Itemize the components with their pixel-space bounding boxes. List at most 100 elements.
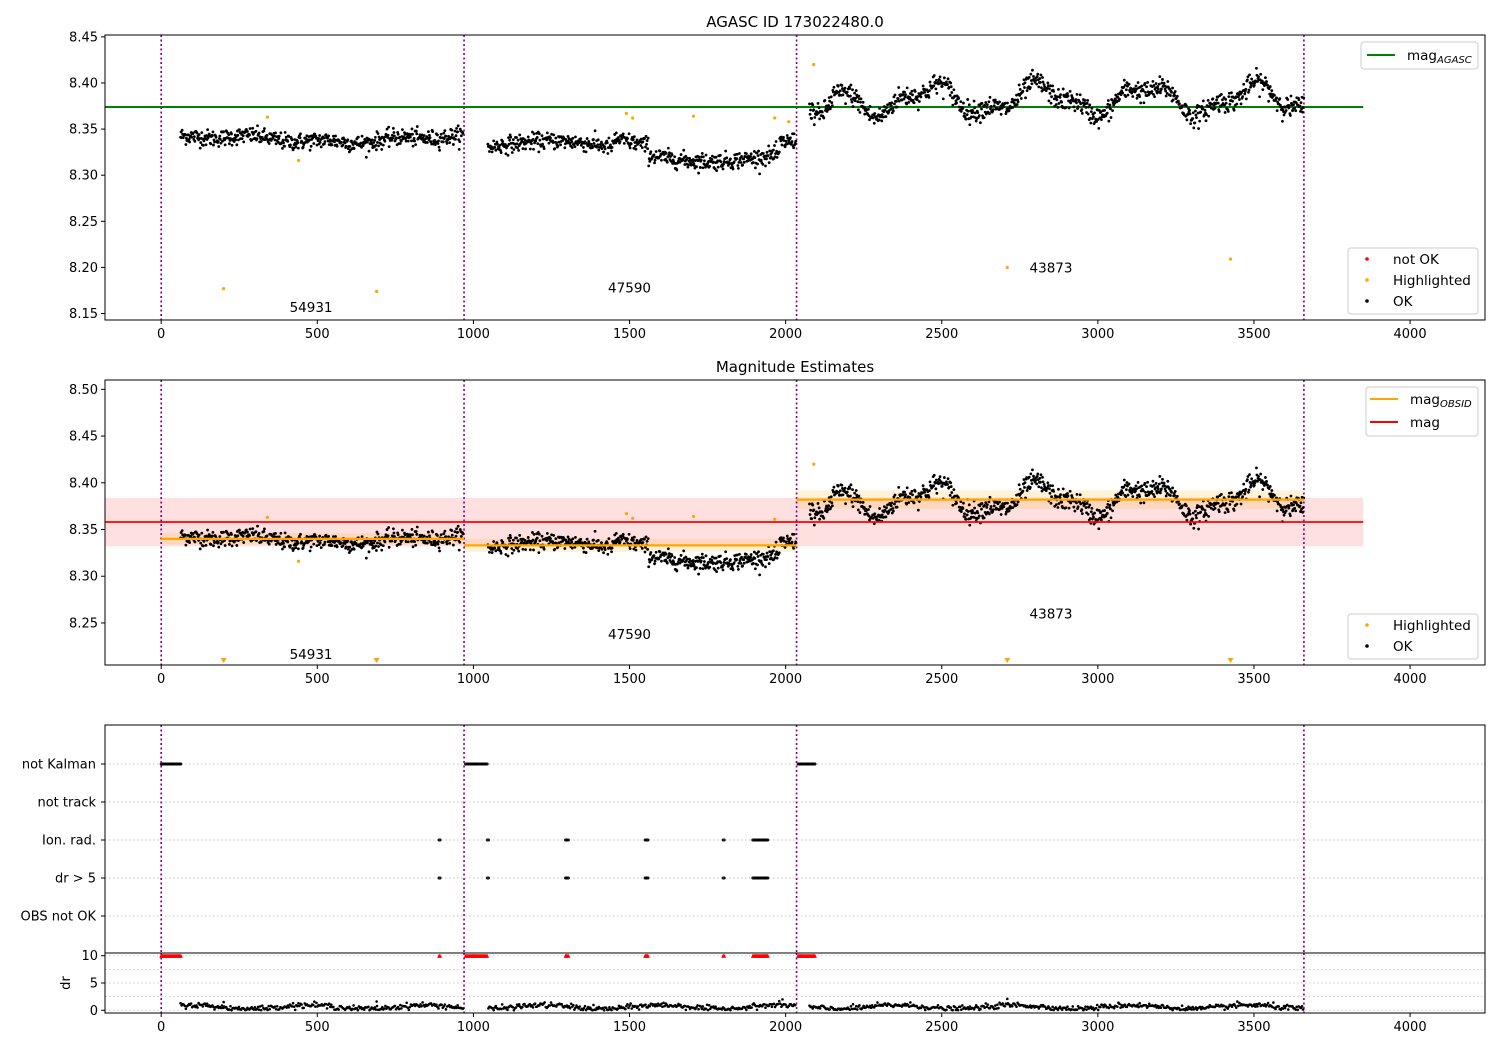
- estimates-ok-point-1258: [884, 515, 888, 519]
- estimates-ok-point-1620: [1076, 505, 1080, 509]
- agasc-ok-point-1110: [792, 132, 796, 136]
- agasc-ok-point-1779: [1161, 78, 1164, 81]
- estimates-ok-point-1897: [1223, 511, 1227, 515]
- estimates-ok-point-1886: [1217, 510, 1221, 514]
- estimates-ok-point-1689: [1113, 501, 1117, 505]
- agasc-ok-point-692: [570, 146, 574, 149]
- agasc-ok-point-131: [248, 127, 252, 130]
- estimates-ok-point-1707: [1122, 478, 1126, 482]
- estimates-ok-point-1328: [921, 484, 925, 488]
- agasc-ok-point-2021: [1289, 94, 1293, 98]
- estimates-ok-point-693: [571, 537, 575, 541]
- dr-point-468: [700, 1007, 704, 1011]
- estimates-y-tick-label-4: 8.45: [69, 430, 98, 445]
- agasc-ok-point-1677: [1106, 99, 1110, 102]
- estimates-ok-point-1706: [1122, 485, 1126, 489]
- agasc-ok-point-1878: [1213, 106, 1217, 110]
- estimates-ok-point-465: [425, 541, 429, 545]
- estimates-ok-point-1746: [1143, 481, 1147, 485]
- estimates-ok-point-629: [537, 551, 541, 555]
- agasc-ok-point-860: [660, 158, 663, 162]
- estimates-ok-point-1670: [1103, 509, 1107, 512]
- dr-point-90: [274, 1008, 278, 1011]
- estimates-ok-point-977: [722, 563, 725, 567]
- agasc-ok-point-1395: [957, 96, 961, 100]
- agasc-ok-point-398: [390, 138, 394, 142]
- estimates-ok-point-60: [211, 534, 214, 538]
- agasc-ok-point-1518: [1022, 78, 1026, 82]
- agasc-ok-point-665: [556, 144, 560, 148]
- estimates-ok-point-325: [351, 543, 355, 547]
- estimates-ok-point-2030: [1294, 509, 1298, 513]
- agasc-ok-point-1279: [895, 105, 899, 109]
- agasc-ok-point-1962: [1258, 95, 1262, 99]
- estimates-ok-point-812: [634, 548, 638, 552]
- agasc-ok-point-747: [600, 140, 603, 144]
- estimates-ok-point-1454: [988, 495, 992, 499]
- dr-point-398: [626, 1002, 629, 1006]
- estimates-ok-point-1413: [966, 510, 970, 513]
- estimates-ok-point-799: [627, 532, 631, 536]
- estimates-highlighted-point-0: [265, 515, 269, 519]
- estimates-ok-point-1244: [877, 513, 880, 517]
- agasc-ok-point-571: [506, 153, 510, 157]
- agasc-ok-point-1947: [1250, 77, 1254, 81]
- agasc-ok-point-1074: [773, 155, 777, 159]
- agasc-ok-point-904: [683, 163, 687, 166]
- agasc-ok-point-1569: [1049, 101, 1053, 105]
- agasc-ok-point-824: [640, 146, 644, 150]
- agasc-ok-point-2036: [1297, 98, 1301, 102]
- estimates-ok-point-1939: [1246, 478, 1249, 482]
- estimates-ok-point-1353: [934, 478, 938, 482]
- estimates-ok-point-213: [292, 547, 296, 551]
- estimates-ok-point-1041: [756, 563, 759, 567]
- estimates-ok-point-926: [695, 566, 698, 570]
- agasc-y-tick-label-2: 8.25: [69, 215, 98, 230]
- agasc-ok-point-1087: [780, 143, 784, 147]
- estimates-ok-point-385: [383, 540, 387, 544]
- estimates-ok-point-1627: [1080, 508, 1084, 512]
- estimates-ok-point-613: [528, 548, 532, 552]
- agasc-ok-point-498: [443, 129, 447, 133]
- estimates-ok-point-1600: [1066, 492, 1069, 495]
- dr-point-541: [777, 999, 781, 1003]
- agasc-highlighted-point-11: [1228, 257, 1233, 261]
- agasc-ok-point-1762: [1152, 92, 1155, 96]
- estimates-ok-point-111: [238, 528, 241, 532]
- agasc-ok-point-1006: [737, 161, 741, 164]
- estimates-ok-point-495: [441, 541, 445, 544]
- dr-point-602: [855, 1008, 859, 1011]
- agasc-ok-point-124: [244, 128, 248, 131]
- agasc-ok-point-1415: [967, 103, 971, 107]
- estimates-ok-point-1572: [1051, 484, 1055, 488]
- agasc-ok-point-285: [330, 143, 334, 147]
- agasc-ok-point-74: [218, 134, 222, 138]
- estimates-ok-point-1064: [768, 550, 772, 553]
- dr-point-409: [637, 1008, 641, 1011]
- agasc-ok-point-1704: [1121, 91, 1125, 95]
- agasc-ok-point-1056: [764, 164, 767, 168]
- agasc-ok-point-440: [412, 136, 416, 140]
- agasc-ok-point-983: [725, 156, 729, 160]
- dr-point-279: [499, 1007, 503, 1011]
- estimates-ok-point-519: [454, 534, 458, 538]
- estimates-ok-point-1943: [1248, 473, 1251, 476]
- agasc-ok-point-407: [395, 136, 398, 140]
- agasc-ok-point-1268: [889, 104, 893, 108]
- agasc-ok-point-260: [317, 136, 320, 140]
- estimates-ok-point-1591: [1061, 506, 1065, 510]
- estimates-ok-point-1190: [848, 486, 852, 490]
- estimates-ok-point-1438: [980, 507, 983, 511]
- estimates-ok-point-1645: [1089, 510, 1093, 514]
- estimates-ok-point-1209: [858, 511, 862, 514]
- estimates-ok-point-1905: [1227, 491, 1231, 495]
- dr-point-336: [560, 1002, 563, 1006]
- agasc-ok-point-1556: [1042, 83, 1046, 87]
- estimates-ok-point-1646: [1090, 506, 1094, 510]
- estimates-ok-point-1682: [1109, 516, 1113, 520]
- estimates-ok-point-250: [311, 535, 315, 539]
- estimates-ok-point-1475: [999, 513, 1003, 516]
- agasc-ok-point-1937: [1244, 97, 1248, 101]
- agasc-ok-point-941: [703, 159, 706, 163]
- dr-point-430: [660, 1002, 663, 1006]
